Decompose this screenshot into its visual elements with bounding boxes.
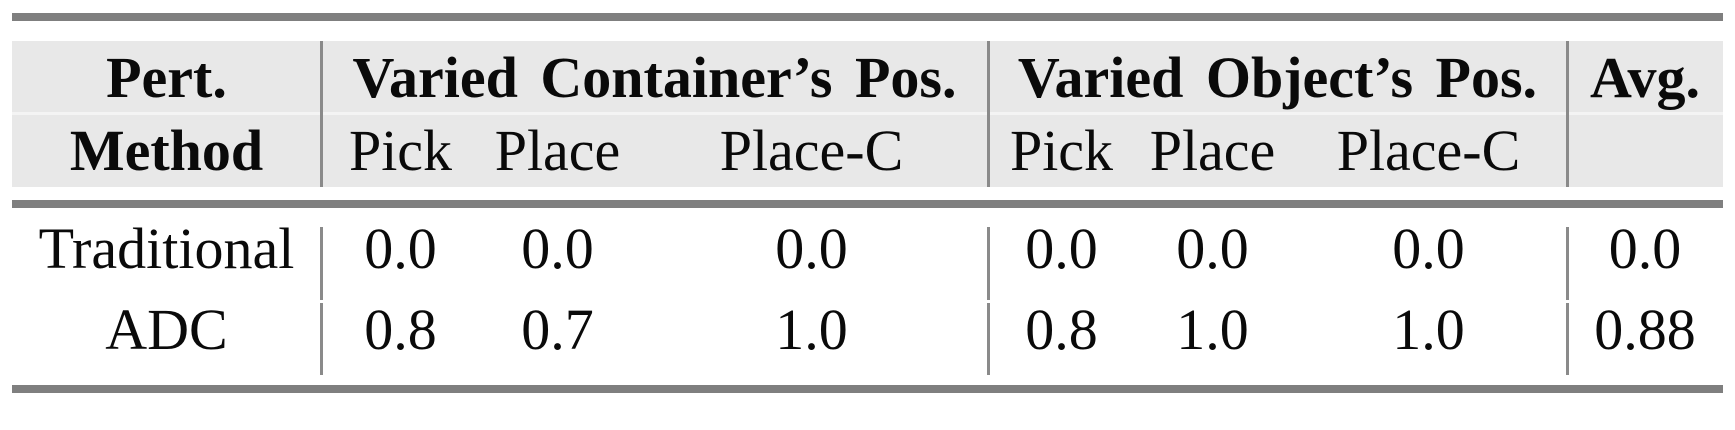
- method-cell-adc: ADC: [105, 296, 228, 362]
- method-cell-traditional: Traditional: [38, 215, 295, 281]
- column-header-avg: Avg.: [1589, 44, 1701, 110]
- value-cell: 0.0: [1025, 215, 1098, 281]
- avg-cell-traditional: 0.0: [1608, 215, 1682, 281]
- subheader-pick-object: Pick: [1009, 117, 1114, 183]
- table-header: Pert. Method Varied Container’s Pos. Var…: [12, 41, 1723, 187]
- method-label: Method: [69, 117, 264, 183]
- subheader-place-c-container: Place-C: [719, 117, 904, 183]
- value-cell: 0.0: [1176, 215, 1249, 281]
- column-separator: [1566, 227, 1569, 300]
- value-cell: 0.0: [775, 215, 848, 281]
- subheader-place-container: Place: [494, 117, 621, 183]
- value-cell: 0.0: [364, 215, 437, 281]
- header-row-divider: [12, 112, 1723, 115]
- header-body-rule: [12, 200, 1723, 208]
- pert-label: Pert.: [106, 44, 227, 110]
- value-cell: 0.8: [364, 296, 437, 362]
- bottom-rule: [12, 385, 1723, 393]
- value-cell: 0.8: [1025, 296, 1098, 362]
- subheader-pick-container: Pick: [348, 117, 453, 183]
- column-separator: [320, 41, 323, 187]
- value-cell: 1.0: [775, 296, 848, 362]
- subheader-place-object: Place: [1149, 117, 1276, 183]
- column-separator: [987, 227, 990, 300]
- column-separator: [987, 41, 990, 187]
- column-separator: [320, 303, 323, 375]
- value-cell: 1.0: [1176, 296, 1249, 362]
- table-body: Traditional 0.0 0.0 0.0 0.0 0.0 0.0 0.0 …: [12, 208, 1723, 385]
- column-separator: [320, 227, 323, 300]
- value-cell: 0.7: [521, 296, 594, 362]
- group-header-varied-container-pos: Varied Container’s Pos.: [352, 44, 957, 110]
- group-header-varied-object-pos: Varied Object’s Pos.: [1017, 44, 1538, 110]
- column-separator: [1566, 303, 1569, 375]
- value-cell: 0.0: [521, 215, 594, 281]
- column-separator: [987, 303, 990, 375]
- column-separator: [1566, 41, 1569, 187]
- top-rule: [12, 13, 1723, 21]
- value-cell: 0.0: [1392, 215, 1465, 281]
- column-header-pert-method: Pert. Method: [12, 41, 321, 187]
- value-cell: 1.0: [1392, 296, 1465, 362]
- subheader-place-c-object: Place-C: [1336, 117, 1521, 183]
- avg-cell-adc: 0.88: [1594, 296, 1696, 362]
